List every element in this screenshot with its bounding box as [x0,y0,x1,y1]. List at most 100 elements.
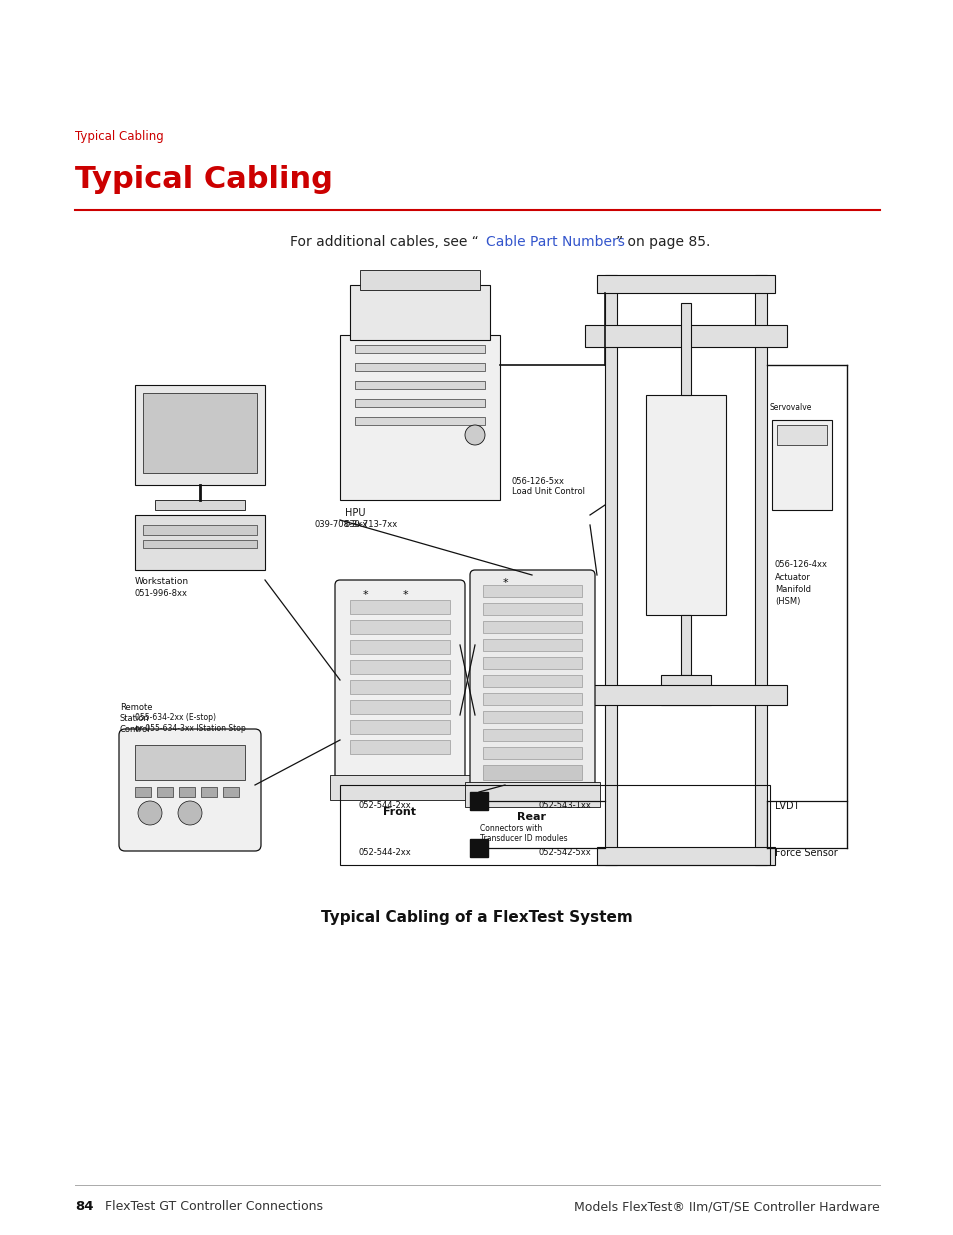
Bar [482,711,581,722]
Bar [464,782,599,806]
Text: Connectors with: Connectors with [479,824,541,832]
Bar [201,787,216,797]
Bar [135,745,245,781]
Circle shape [178,802,202,825]
Bar [482,693,581,705]
Bar [597,275,774,293]
Text: 84: 84 [75,1200,93,1213]
Text: 056-126-4xx: 056-126-4xx [774,559,827,569]
Bar [482,747,581,760]
Bar [154,500,245,510]
Text: Actuator: Actuator [774,573,810,582]
Bar [482,729,581,741]
Text: 052-544-2xx: 052-544-2xx [358,848,411,857]
Bar [482,764,581,781]
Text: Servovalve: Servovalve [769,403,812,412]
Text: Typical Cabling: Typical Cabling [75,165,333,194]
Bar [135,515,265,571]
Text: Force Sensor: Force Sensor [774,848,837,858]
Bar [350,700,450,714]
Bar [355,345,484,353]
Bar [660,676,710,705]
Bar [482,603,581,615]
Text: Transducer ID modules: Transducer ID modules [479,834,567,844]
Text: Typical Cabling of a FlexTest System: Typical Cabling of a FlexTest System [321,910,632,925]
Bar [339,785,769,864]
Bar [135,787,151,797]
Bar [143,540,256,548]
Bar [350,720,450,734]
Text: LVDT: LVDT [774,802,799,811]
Text: Typical Cabling: Typical Cabling [75,130,164,143]
FancyBboxPatch shape [119,729,261,851]
Bar [584,685,786,705]
Bar [350,285,490,340]
Bar [355,417,484,425]
Bar [482,676,581,687]
FancyBboxPatch shape [335,580,464,790]
Text: 056-126-5xx: 056-126-5xx [512,477,564,487]
FancyBboxPatch shape [470,571,595,795]
Bar [482,621,581,634]
Circle shape [464,425,484,445]
Bar [355,363,484,370]
Bar [330,776,470,800]
Bar [135,385,265,485]
Text: Models FlexTest® IIm/GT/SE Controller Hardware: Models FlexTest® IIm/GT/SE Controller Ha… [574,1200,879,1213]
Text: 055-634-2xx (E-stop): 055-634-2xx (E-stop) [135,713,215,722]
Bar [157,787,172,797]
Text: Rear: Rear [517,811,546,823]
Bar [645,395,725,615]
Text: Control: Control [120,725,151,734]
Text: Station: Station [120,714,150,722]
Bar [597,847,774,864]
Bar [470,839,488,857]
Bar [754,275,766,864]
Bar [350,740,450,755]
Circle shape [138,802,162,825]
Bar [143,393,256,473]
Bar [680,615,690,676]
Text: Remote: Remote [120,703,152,713]
Text: Workstation: Workstation [135,577,189,585]
Text: *: * [362,590,368,600]
Text: 052-544-2xx: 052-544-2xx [358,802,411,810]
Bar [350,620,450,634]
Text: Front: Front [383,806,416,818]
Text: FlexTest GT Controller Connections: FlexTest GT Controller Connections [105,1200,323,1213]
Bar [143,525,256,535]
Text: ” on page 85.: ” on page 85. [616,235,710,249]
Bar [179,787,194,797]
Bar [350,659,450,674]
Text: (HSM): (HSM) [774,597,800,606]
Text: Load Unit Control: Load Unit Control [512,487,584,496]
Bar [223,787,239,797]
Text: Cable Part Numbers: Cable Part Numbers [485,235,624,249]
Text: 051-996-8xx: 051-996-8xx [135,589,188,598]
Text: Manifold: Manifold [774,585,810,594]
Text: 052-543-1xx: 052-543-1xx [538,802,591,810]
Bar [482,585,581,597]
Text: or 055-634-3xx IStation Stop: or 055-634-3xx IStation Stop [135,724,246,734]
Bar [350,640,450,655]
Text: HPU: HPU [345,508,365,517]
Bar [482,657,581,669]
Text: 039-713-7xx: 039-713-7xx [345,520,397,529]
Bar [350,600,450,614]
Bar [771,420,831,510]
Bar [482,638,581,651]
Bar [470,792,488,810]
Bar [680,303,690,395]
Bar [604,275,617,864]
Bar [359,270,479,290]
Text: 039-708-3xx: 039-708-3xx [314,520,368,529]
Bar [350,680,450,694]
Bar [339,335,499,500]
Text: 052-542-5xx: 052-542-5xx [538,848,591,857]
Bar [584,325,786,347]
Text: For additional cables, see “: For additional cables, see “ [290,235,478,249]
Bar [776,425,826,445]
Bar [355,382,484,389]
Bar [355,399,484,408]
Text: *: * [501,578,507,588]
